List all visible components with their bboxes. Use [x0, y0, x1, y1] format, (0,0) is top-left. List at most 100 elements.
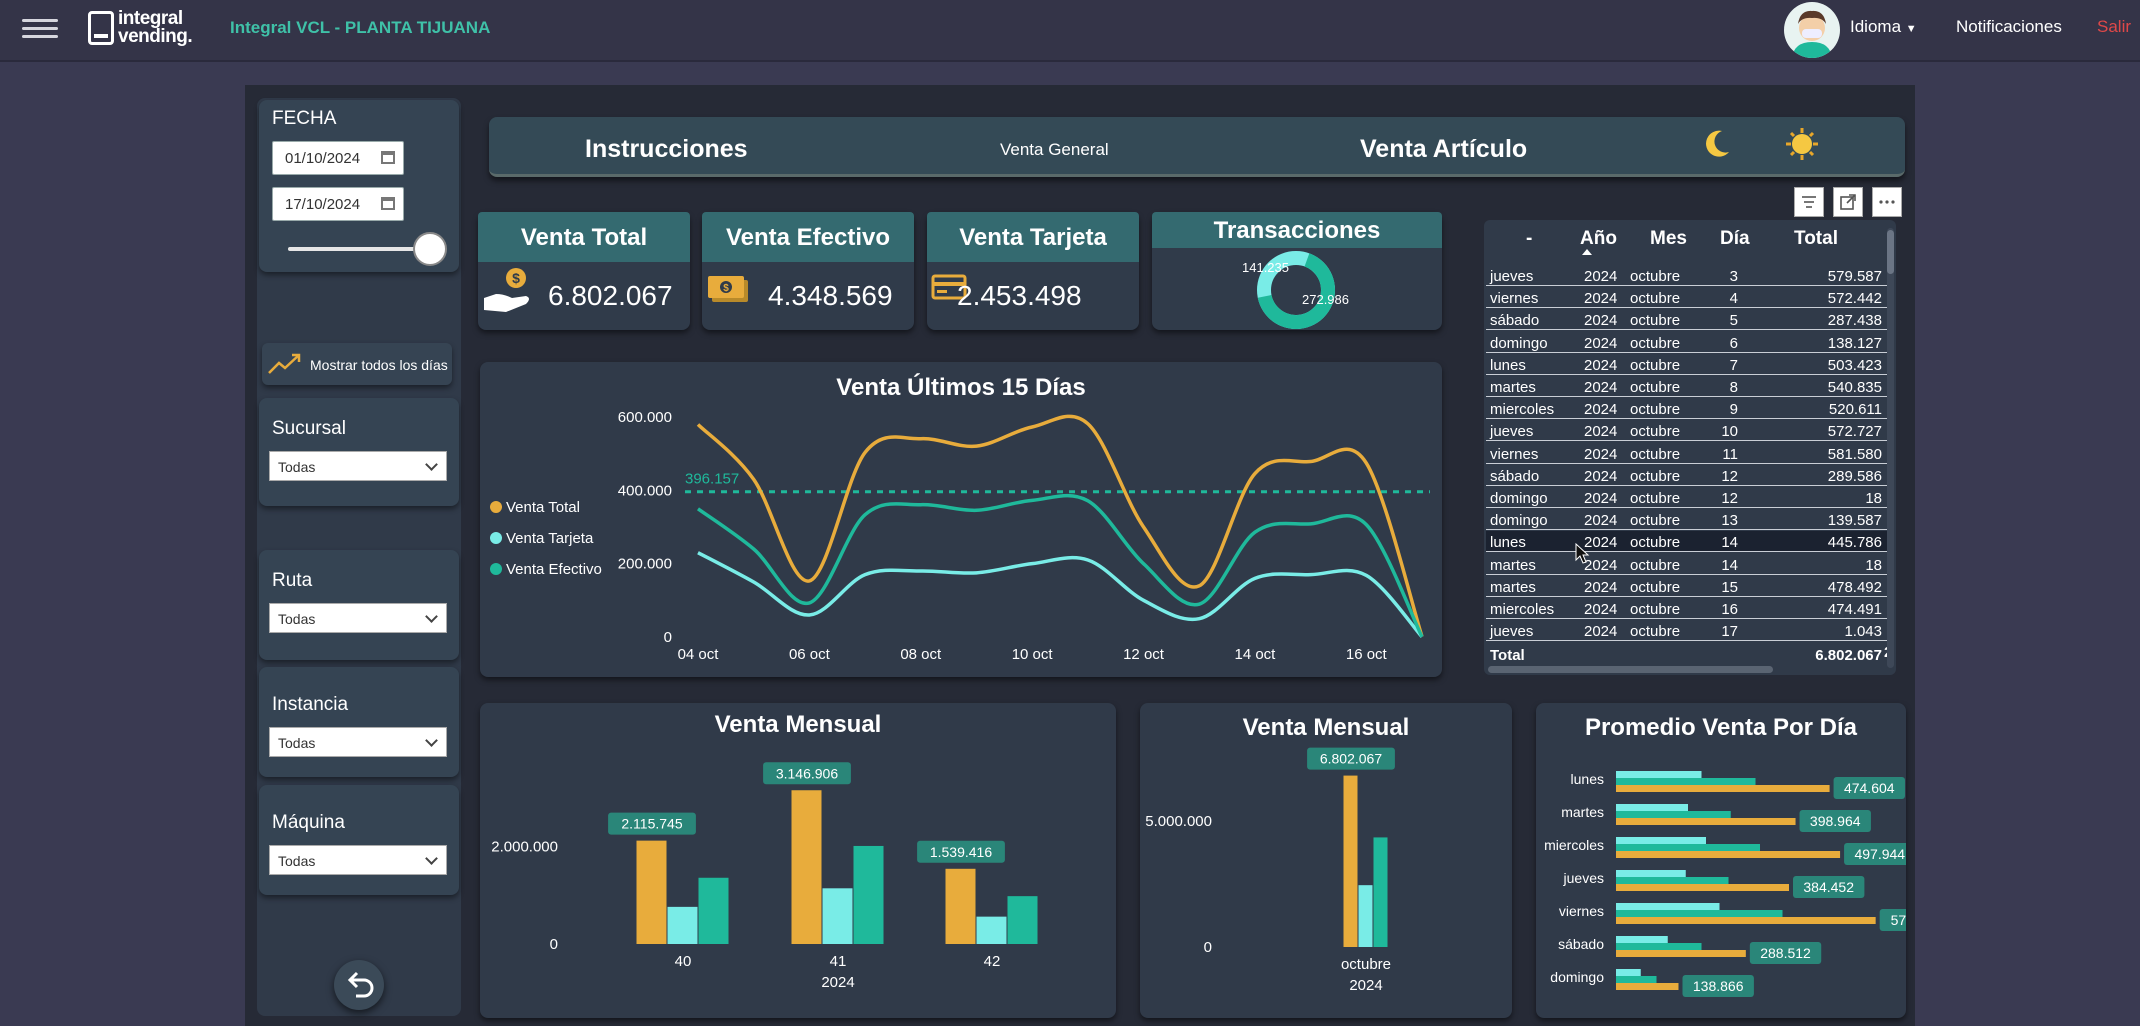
- show-all-days-button[interactable]: Mostrar todos los días: [262, 343, 452, 385]
- table-cell: 17: [1721, 623, 1738, 641]
- language-menu[interactable]: Idioma ▼: [1850, 17, 1917, 36]
- table-row[interactable]: viernes 2024 octubre 11 581.580: [1486, 443, 1888, 464]
- bar-data-label: 3.146.906: [776, 765, 838, 781]
- bar-data-label-bg: [608, 812, 696, 835]
- kpi-venta-efectivo-label: Venta Efectivo: [702, 212, 914, 262]
- hbar-venta-total: [1616, 950, 1746, 957]
- date-from-input[interactable]: 01/10/2024: [272, 141, 404, 175]
- table-cell: 2024: [1584, 423, 1618, 441]
- tab-venta-articulo[interactable]: Venta Artículo: [1360, 135, 1528, 163]
- table-row[interactable]: jueves 2024 octubre 3 579.587: [1486, 265, 1888, 286]
- sucursal-select[interactable]: Todas: [269, 451, 447, 481]
- x-tick-label: 40: [675, 953, 692, 970]
- hbar-venta-tarjeta: [1616, 936, 1668, 943]
- tab-instrucciones[interactable]: Instrucciones: [585, 135, 748, 163]
- table-row[interactable]: lunes 2024 octubre 14 445.786: [1486, 531, 1888, 553]
- table-row[interactable]: martes 2024 octubre 8 540.835: [1486, 376, 1888, 397]
- table-row[interactable]: martes 2024 octubre 15 478.492: [1486, 576, 1888, 597]
- bar-data-label: 2.115.745: [621, 816, 682, 832]
- col-header-dash[interactable]: -: [1526, 228, 1533, 249]
- maquina-select[interactable]: Todas: [269, 845, 447, 875]
- table-cell: jueves: [1490, 268, 1534, 285]
- table-cell: 2024: [1584, 467, 1618, 485]
- table-cell: viernes: [1490, 445, 1539, 463]
- hbar-data-label-bg: [1793, 876, 1865, 898]
- table-cell: octubre: [1630, 334, 1681, 352]
- hbar-venta-efectivo: [1616, 976, 1657, 983]
- col-header-total[interactable]: Total: [1794, 228, 1838, 249]
- table-cell: 2024: [1584, 578, 1618, 596]
- table-row[interactable]: jueves 2024 octubre 17 1.043: [1486, 620, 1888, 642]
- kpi-venta-total-label: Venta Total: [478, 212, 690, 262]
- table-cell: 520.611: [1828, 401, 1882, 419]
- filter-icon[interactable]: [1794, 187, 1824, 217]
- calendar-icon[interactable]: [381, 197, 395, 210]
- ruta-select[interactable]: Todas: [269, 603, 447, 633]
- more-options-icon[interactable]: [1872, 187, 1902, 217]
- y-tick-label: 5.000.000: [1145, 813, 1212, 830]
- monthly-total-title: Venta Mensual: [1242, 714, 1410, 741]
- sun-icon[interactable]: [1784, 126, 1820, 162]
- kpi-venta-total: Venta Total $ 6.802.067: [478, 212, 690, 330]
- bar-venta-tarjeta: [667, 906, 698, 944]
- back-button[interactable]: [334, 960, 384, 1010]
- table-cell: 18: [1865, 490, 1882, 507]
- vertical-scrollbar-thumb[interactable]: [1887, 230, 1894, 274]
- table-cell: 2024: [1584, 401, 1618, 419]
- instancia-select[interactable]: Todas: [269, 727, 447, 757]
- bar-venta-efectivo: [853, 845, 884, 944]
- hbar-data-label-bg: [1682, 975, 1754, 997]
- date-to-input[interactable]: 17/10/2024: [272, 187, 404, 221]
- date-slider-handle[interactable]: [413, 232, 447, 266]
- bar-venta-total: [636, 840, 667, 944]
- vertical-scrollbar-track[interactable]: [1887, 228, 1894, 668]
- hbar-venta-total: [1616, 785, 1830, 792]
- table-cell: 2024: [1584, 379, 1618, 396]
- table-row[interactable]: domingo 2024 octubre 12 18: [1486, 487, 1888, 508]
- table-cell: octubre: [1630, 578, 1681, 596]
- table-row[interactable]: jueves 2024 octubre 10 572.727: [1486, 420, 1888, 442]
- expand-icon[interactable]: [1833, 187, 1863, 217]
- table-row[interactable]: viernes 2024 octubre 4 572.442: [1486, 287, 1888, 309]
- table-row[interactable]: miercoles 2024 octubre 16 474.491: [1486, 598, 1888, 619]
- legend-entry: Venta Efectivo: [506, 561, 602, 578]
- date-slider-track[interactable]: [288, 247, 428, 251]
- avatar[interactable]: [1784, 2, 1840, 58]
- calendar-icon[interactable]: [381, 151, 395, 164]
- instancia-label: Instancia: [272, 694, 349, 715]
- table-cell: 572.442: [1827, 290, 1882, 308]
- table-row[interactable]: lunes 2024 octubre 7 503.423: [1486, 354, 1888, 375]
- bar-data-label-bg: [917, 840, 1005, 863]
- table-cell: martes: [1490, 379, 1536, 396]
- col-header-dia[interactable]: Día: [1720, 228, 1750, 249]
- legend-marker: [490, 501, 502, 513]
- menu-icon[interactable]: [22, 14, 58, 44]
- moon-icon[interactable]: [1702, 128, 1732, 160]
- table-row[interactable]: domingo 2024 octubre 6 138.127: [1486, 332, 1888, 353]
- table-cell: octubre: [1630, 623, 1681, 641]
- horizontal-scrollbar[interactable]: [1488, 666, 1773, 673]
- table-cell: domingo: [1490, 490, 1548, 507]
- table-cell: octubre: [1630, 445, 1681, 463]
- table-row[interactable]: miercoles 2024 octubre 9 520.611: [1486, 398, 1888, 420]
- table-cell: octubre: [1630, 290, 1681, 308]
- avg-per-day-panel: Promedio Venta Por Día: [1536, 703, 1906, 1018]
- col-header-ano[interactable]: Año: [1580, 228, 1617, 249]
- table-cell: octubre: [1630, 490, 1681, 507]
- exit-link[interactable]: Salir: [2097, 17, 2132, 36]
- x-tick-label: 06 oct: [789, 646, 831, 663]
- logo: integral vending.: [88, 9, 193, 46]
- table-row[interactable]: sábado 2024 octubre 5 287.438: [1486, 309, 1888, 331]
- tab-venta-general[interactable]: Venta General: [1000, 140, 1109, 159]
- report-tabs: [489, 117, 1905, 177]
- table-row[interactable]: sábado 2024 octubre 12 289.586: [1486, 465, 1888, 486]
- average-label: 396.157: [685, 471, 739, 488]
- kpi-venta-efectivo-value: 4.348.569: [768, 280, 893, 311]
- table-row[interactable]: domingo 2024 octubre 13 139.587: [1486, 509, 1888, 531]
- notifications-link[interactable]: Notificaciones: [1956, 17, 2062, 36]
- col-header-mes[interactable]: Mes: [1650, 228, 1687, 249]
- table-row[interactable]: martes 2024 octubre 14 18: [1486, 554, 1888, 575]
- bar-data-label-bg: [1307, 747, 1395, 770]
- trend-icon: [268, 353, 301, 374]
- x-axis-label: 2024: [1349, 977, 1382, 994]
